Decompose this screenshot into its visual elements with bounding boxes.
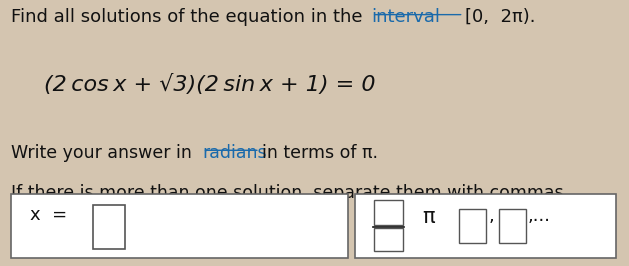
Text: Find all solutions of the equation in the: Find all solutions of the equation in th… xyxy=(11,8,363,26)
FancyBboxPatch shape xyxy=(374,200,403,225)
Text: radians: radians xyxy=(203,144,267,162)
Text: [0,  2π).: [0, 2π). xyxy=(465,8,536,26)
Text: ,...: ,... xyxy=(527,207,550,226)
Text: ,: , xyxy=(488,207,494,226)
Text: Write your answer in: Write your answer in xyxy=(11,144,192,162)
Text: interval: interval xyxy=(372,8,441,26)
Text: If there is more than one solution, separate them with commas.: If there is more than one solution, sepa… xyxy=(11,184,569,202)
Text: x  =: x = xyxy=(30,206,73,224)
FancyBboxPatch shape xyxy=(93,205,125,249)
FancyBboxPatch shape xyxy=(355,194,616,258)
FancyBboxPatch shape xyxy=(11,194,348,258)
Text: (2 cos x + √3)(2 sin x + 1) = 0: (2 cos x + √3)(2 sin x + 1) = 0 xyxy=(44,74,376,95)
FancyBboxPatch shape xyxy=(459,209,486,243)
FancyBboxPatch shape xyxy=(499,209,526,243)
Text: in terms of π.: in terms of π. xyxy=(262,144,377,162)
Text: π: π xyxy=(423,207,435,227)
FancyBboxPatch shape xyxy=(374,228,403,251)
